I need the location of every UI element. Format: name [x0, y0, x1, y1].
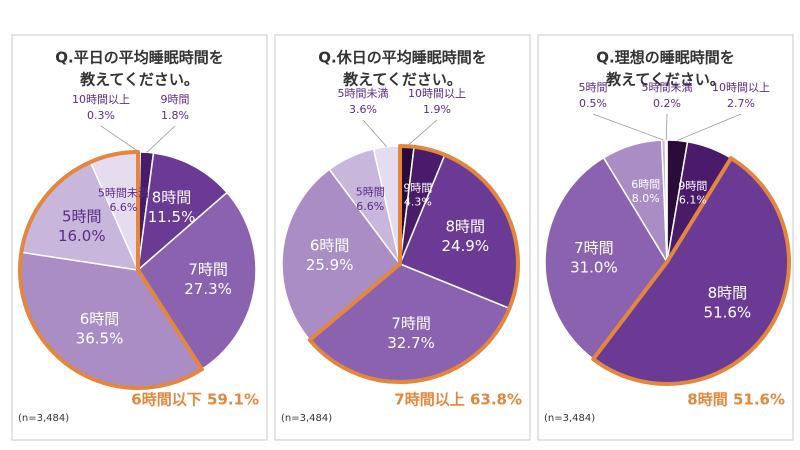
pie-slice [664, 139, 668, 263]
leader-line [665, 113, 668, 141]
sample-note: (n=3,484) [18, 413, 69, 424]
slice-category: 7時間 [574, 239, 614, 257]
slice-value: 6.1% [679, 194, 707, 207]
slice-value: 11.5% [148, 208, 196, 226]
slice-value: 4.3% [404, 196, 432, 209]
slice-category: 8時間 [152, 188, 192, 206]
slice-value: 8.0% [632, 192, 660, 205]
slice-category: 5時間 [579, 81, 608, 94]
pie-slice [544, 156, 668, 361]
slice-value: 16.0% [58, 227, 106, 245]
leader-line [146, 125, 176, 153]
highlight-outline [18, 150, 204, 390]
slice-value: 31.0% [570, 258, 618, 276]
slice-category: 6時間 [80, 310, 120, 328]
pie-slice [136, 152, 229, 272]
slice-value: 36.5% [76, 330, 124, 348]
leader-line [406, 119, 438, 147]
leader-line [592, 113, 664, 141]
slice-value: 24.9% [441, 237, 489, 255]
pie-slice [281, 168, 402, 342]
chart-title: 教えてください。 [79, 71, 199, 89]
sample-note: (n=3,484) [544, 413, 595, 424]
chart-title: Q.休日の平均睡眠時間を [318, 49, 486, 67]
slice-category: 10時間以上 [408, 87, 466, 100]
slice-category: 10時間以上 [712, 81, 770, 94]
slice-category: 9時間 [678, 179, 707, 192]
slice-value: 2.7% [727, 97, 755, 110]
slice-value: 0.3% [87, 109, 115, 122]
slice-category: 8時間 [445, 217, 485, 235]
slice-category: 6時間 [310, 237, 350, 255]
slice-category: 5時間未満 [338, 87, 389, 100]
slice-value: 1.9% [423, 103, 451, 116]
slice-value: 0.5% [579, 97, 607, 110]
leader-line [362, 119, 387, 148]
slice-value: 27.3% [184, 280, 232, 298]
slice-category: 5時間 [356, 186, 385, 199]
sample-note: (n=3,484) [281, 413, 332, 424]
chart-title: Q.理想の睡眠時間を [596, 49, 734, 67]
chart-title: Q.平日の平均睡眠時間を [55, 49, 223, 67]
slice-category: 7時間 [391, 315, 431, 333]
slice-value: 1.8% [161, 109, 189, 122]
slice-category: 9時間 [161, 93, 190, 106]
slice-category: 9時間 [403, 181, 432, 194]
leader-line [677, 113, 742, 141]
slice-category: 5時間未満 [98, 187, 149, 200]
slice-value: 32.7% [387, 334, 435, 352]
slice-category: 6時間 [631, 178, 660, 191]
annotation: 6時間以下 59.1% [131, 391, 259, 409]
highlight-outline [591, 156, 791, 386]
annotation: 8時間 51.6% [687, 391, 785, 409]
slice-category: 5時間 [62, 208, 102, 226]
slice-category: 10時間以上 [72, 93, 130, 106]
slice-value: 6.6% [109, 201, 137, 214]
chart-title: 教えてください。 [605, 71, 725, 89]
slice-category: 8時間 [708, 284, 748, 302]
highlight-outline [307, 144, 520, 384]
pie-slice [137, 191, 257, 371]
annotation: 7時間以上 63.8% [394, 391, 522, 409]
slice-category: 5時間未満 [642, 81, 693, 94]
slice-value: 51.6% [704, 304, 752, 322]
chart-title: 教えてください。 [342, 71, 462, 89]
slice-value: 3.6% [349, 103, 377, 116]
slice-value: 0.2% [653, 97, 681, 110]
slice-value: 25.9% [306, 256, 354, 274]
leader-line [100, 125, 140, 153]
slice-value: 6.6% [356, 200, 384, 213]
slice-category: 7時間 [188, 261, 228, 279]
